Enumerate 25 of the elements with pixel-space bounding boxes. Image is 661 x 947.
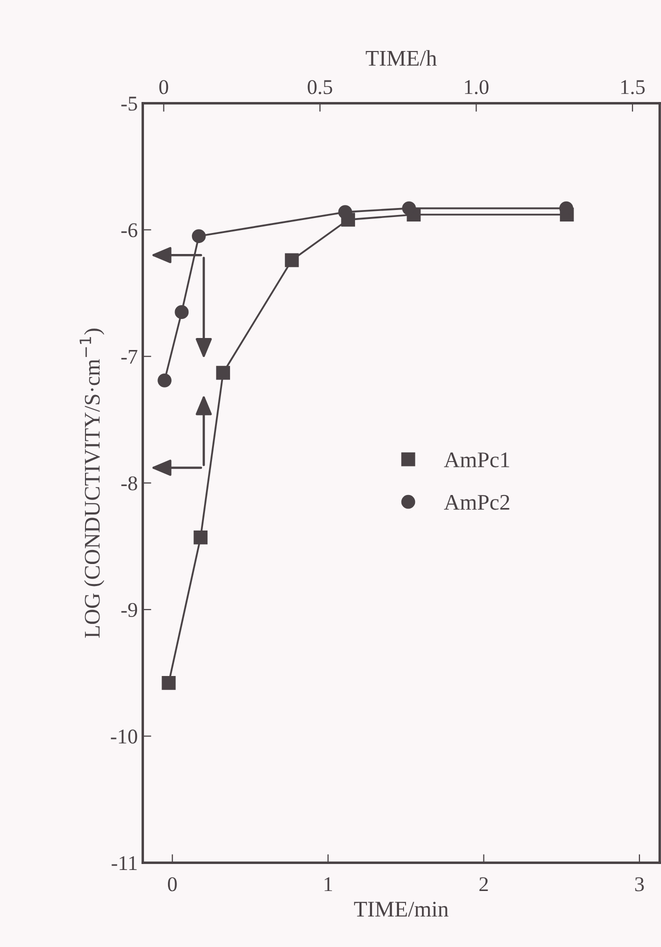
point [174, 305, 189, 320]
legend-label: AmPc2 [444, 494, 510, 510]
y-tick-label: -11 [112, 856, 137, 870]
y-axis-title: LOG (CONDUCTIVITY/S·cm$^{−1}$) [80, 328, 104, 638]
y-tick-label: -9 [121, 602, 138, 617]
x-tick-label: 0 [168, 877, 177, 892]
legend-label: AmPc1 [444, 452, 510, 468]
x2-axis-title: TIME/h [366, 50, 437, 66]
x2-tick-label: 0.5 [308, 80, 332, 94]
point [402, 201, 416, 216]
point [158, 373, 172, 388]
x-tick-label: 2 [479, 877, 488, 892]
y-tick-label: -10 [110, 730, 138, 744]
point [192, 229, 206, 244]
y-tick-label: -5 [121, 96, 138, 111]
x2-tick-label: 0 [159, 80, 168, 94]
x2-tick-label: 1.0 [465, 80, 488, 94]
x2-tick-label: 1.5 [621, 80, 645, 94]
y-tick-label: -8 [121, 476, 138, 490]
x-tick-label: 3 [635, 877, 644, 892]
y-tick-label: -7 [121, 350, 138, 364]
y-tick-label: -6 [121, 223, 138, 238]
point [338, 205, 352, 220]
x-tick-label: 1 [324, 877, 332, 892]
x-axis-title: TIME/min [354, 902, 448, 917]
